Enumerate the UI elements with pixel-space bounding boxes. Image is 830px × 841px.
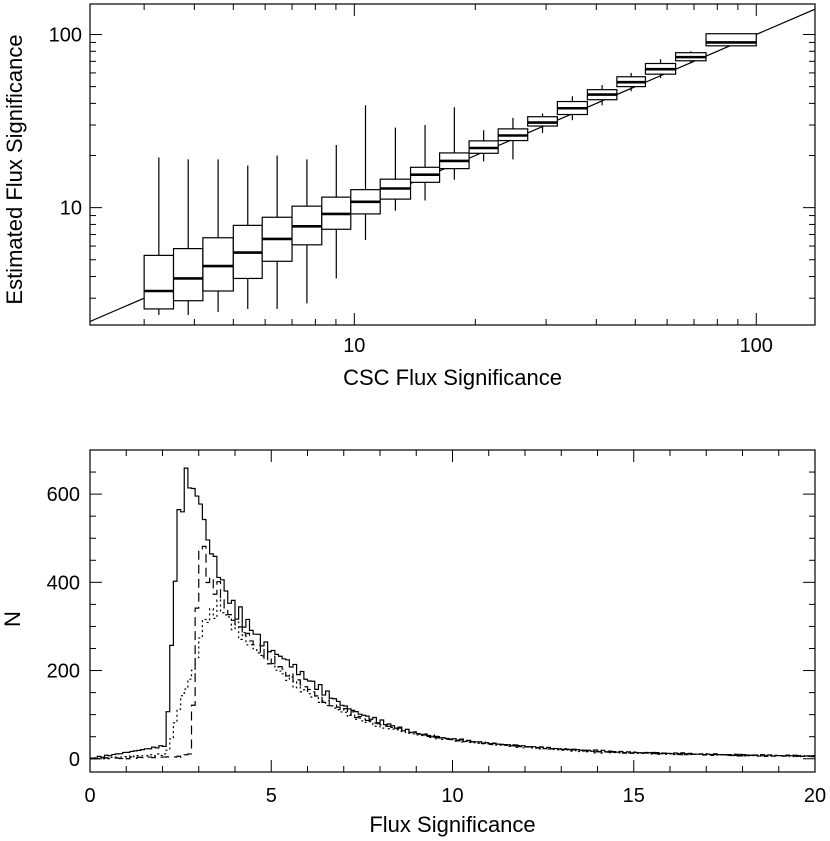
x-tick-label-bottom-panel: 5 <box>266 785 277 807</box>
box-iqr <box>705 33 757 47</box>
y-tick-label-bottom-panel: 200 <box>47 661 80 683</box>
y-tick-label-bottom-panel: 600 <box>47 484 80 506</box>
box-iqr <box>172 248 204 302</box>
histogram-series-dashed <box>90 545 815 760</box>
plot-frame-top <box>89 3 816 326</box>
x-tick-label-bottom-panel: 20 <box>804 785 826 807</box>
y-axis-title-top-panel: Estimated Flux Significance <box>2 34 27 304</box>
y-tick-label-bottom-panel: 0 <box>69 749 80 771</box>
x-axis-title-top-panel: CSC Flux Significance <box>343 365 562 390</box>
y-tick-label-top-panel: 10 <box>60 198 82 220</box>
y-tick-label-top-panel: 100 <box>49 24 82 46</box>
y-axis-title-bottom-panel: N <box>0 611 25 627</box>
box-plot-marks <box>90 8 815 323</box>
box-iqr <box>143 254 175 310</box>
x-tick-label-top-panel: 10 <box>343 335 365 357</box>
x-tick-label-bottom-panel: 0 <box>84 785 95 807</box>
y-tick-label-bottom-panel: 400 <box>47 572 80 594</box>
x-tick-label-top-panel: 100 <box>740 335 773 357</box>
x-tick-label-bottom-panel: 10 <box>441 785 463 807</box>
x-axis-title-bottom-panel: Flux Significance <box>369 812 535 837</box>
box-iqr <box>202 237 234 292</box>
x-tick-label-bottom-panel: 15 <box>623 785 645 807</box>
histogram-marks <box>90 467 815 760</box>
box-plot-panel: 10 100 10 100 CSC Flux Significance Estimated… <box>2 3 816 390</box>
